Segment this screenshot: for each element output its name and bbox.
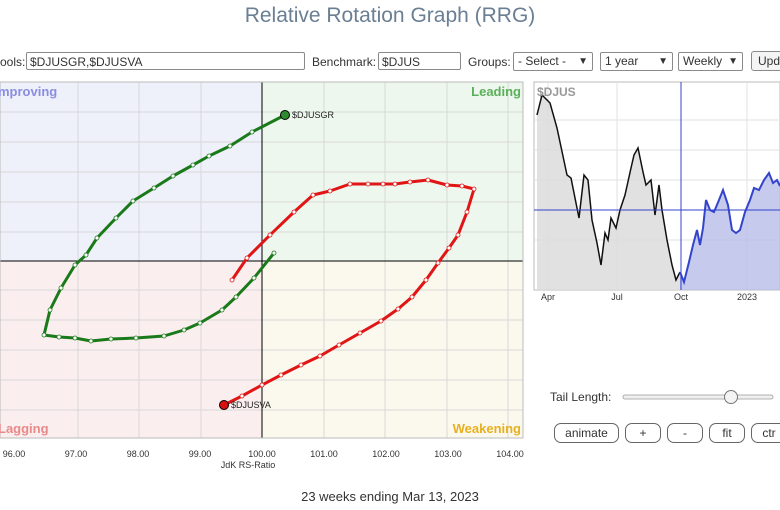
djusva-head[interactable] (219, 400, 229, 410)
x-tick: 102.00 (372, 449, 400, 459)
minichart-x-label: 2023 (737, 292, 757, 302)
x-tick: 103.00 (434, 449, 462, 459)
tail-length-handle[interactable] (724, 390, 738, 404)
x-axis-label: JdK RS-Ratio (221, 460, 276, 470)
quadrant-leading-label: Leading (471, 84, 521, 99)
x-tick: 97.00 (65, 449, 88, 459)
minichart-x-label: Apr (541, 292, 555, 302)
benchmark-input[interactable]: $DJUS (378, 52, 461, 70)
x-tick: 99.00 (189, 449, 212, 459)
quadrant-weakening-label: Weakening (453, 421, 521, 436)
fit-button[interactable]: fit (709, 423, 745, 443)
quadrant-lagging-label: Lagging (0, 421, 49, 436)
minichart-x-label: Oct (674, 292, 689, 302)
minichart-x-labels: Apr Jul Oct 2023 (541, 292, 757, 302)
djusva-label: $DJUSVA (231, 400, 271, 410)
minichart-line-blue (679, 170, 780, 286)
x-tick: 100.00 (248, 449, 276, 459)
djusgr-head[interactable] (280, 110, 290, 120)
ctr-button[interactable]: ctr (751, 423, 780, 443)
djusgr-tail-markers (41, 129, 277, 344)
x-tick: 104.00 (496, 449, 524, 459)
chevron-down-icon: ▼ (658, 56, 668, 67)
x-tick: 101.00 (310, 449, 338, 459)
groups-label: Groups: (468, 55, 511, 69)
footer-date-range: 23 weeks ending Mar 13, 2023 (301, 489, 479, 504)
tail-length-label: Tail Length: (550, 390, 611, 404)
minichart-area-gray (537, 95, 682, 290)
benchmark-label: Benchmark: (312, 55, 377, 69)
minichart-line-gray (536, 93, 681, 283)
page-title: Relative Rotation Graph (RRG) (244, 4, 536, 27)
minichart-x-label: Jul (611, 292, 623, 302)
update-button[interactable]: Upd (751, 51, 780, 71)
x-tick: 96.00 (3, 449, 26, 459)
chevron-down-icon: ▼ (728, 56, 738, 67)
x-axis-ticks: 96.00 97.00 98.00 99.00 100.00 101.00 10… (3, 449, 524, 459)
rrg-border (0, 81, 524, 439)
chevron-down-icon: ▼ (578, 56, 588, 67)
x-tick: 98.00 (127, 449, 150, 459)
symbols-label: ools: (0, 55, 26, 69)
quadrant-improving-label: mproving (0, 84, 57, 99)
frequency-select[interactable]: Weekly ▼ (678, 52, 743, 71)
tail-length-track[interactable] (622, 394, 774, 400)
minichart-title: $DJUS (537, 85, 576, 99)
djusgr-label: $DJUSGR (292, 110, 335, 120)
minichart-area-blue (680, 173, 780, 290)
groups-select[interactable]: - Select - ▼ (513, 52, 593, 71)
minus-button[interactable]: - (667, 423, 703, 443)
plus-button[interactable]: + (625, 423, 661, 443)
symbols-input[interactable]: $DJUSGR,$DJUSVA (26, 52, 305, 70)
djusva-tail-markers (229, 177, 477, 399)
animate-button[interactable]: animate (554, 423, 619, 443)
period-select[interactable]: 1 year ▼ (600, 52, 673, 71)
